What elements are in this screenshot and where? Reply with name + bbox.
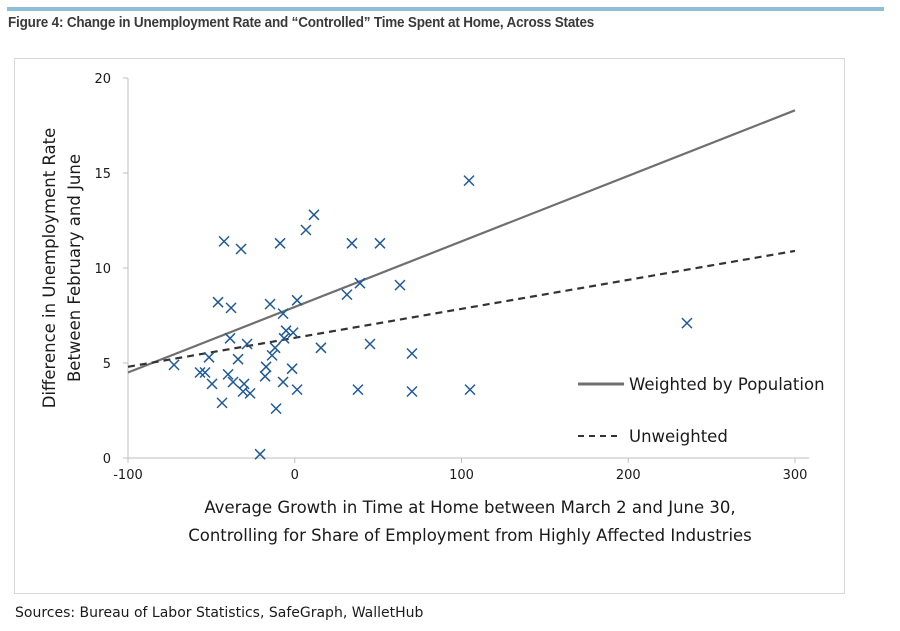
axes: [127, 78, 809, 459]
data-point: [199, 366, 211, 379]
data-point: [300, 224, 312, 236]
weighted-fit-line: [127, 109, 796, 374]
data-point: [315, 342, 327, 354]
accent-bar: [7, 7, 884, 11]
data-point: [260, 361, 272, 373]
data-point: [274, 237, 286, 249]
data-points: [168, 175, 693, 460]
data-point: [341, 289, 353, 301]
data-point: [222, 368, 234, 380]
y-tick-label: 10: [94, 262, 111, 277]
data-point: [364, 338, 376, 350]
y-axis-title-line-2: Between February and June: [65, 154, 84, 382]
x-tick-label: 0: [291, 468, 299, 483]
data-point: [241, 338, 253, 350]
data-point: [237, 385, 249, 398]
data-point: [232, 353, 244, 365]
data-point: [244, 387, 256, 399]
data-point: [216, 397, 228, 409]
sources-note: Sources: Bureau of Labor Statistics, Saf…: [15, 605, 424, 621]
x-tick-label: 200: [616, 468, 641, 483]
data-point: [218, 235, 230, 247]
x-tick-label: 100: [449, 468, 474, 483]
x-axis-title-line-1: Average Growth in Time at Home between M…: [204, 498, 735, 517]
data-point: [266, 349, 278, 361]
data-point: [463, 175, 475, 187]
y-axis-title-line-1: Difference in Unemployment Rate: [40, 128, 59, 409]
data-point: [286, 363, 298, 375]
data-point: [291, 384, 303, 396]
data-point: [254, 448, 266, 460]
x-axis-title-line-2: Controlling for Share of Employment from…: [188, 526, 752, 545]
data-point: [394, 279, 406, 291]
x-tick-label: -100: [113, 468, 143, 483]
data-point: [168, 359, 180, 371]
data-point: [287, 327, 299, 339]
data-point: [374, 237, 386, 249]
data-point: [346, 237, 358, 249]
data-point: [203, 351, 215, 363]
data-point: [224, 332, 236, 344]
data-point: [264, 298, 276, 310]
data-point: [406, 347, 418, 360]
data-point: [464, 384, 476, 396]
data-point: [308, 209, 320, 221]
y-tick-label: 0: [103, 452, 111, 467]
data-point: [291, 294, 303, 306]
legend: Weighted by Population Unweighted: [578, 375, 825, 446]
data-point: [352, 384, 364, 396]
data-point: [212, 296, 224, 308]
unweighted-fit-line: [127, 249, 796, 368]
figure-title: Figure 4: Change in Unemployment Rate an…: [8, 15, 595, 31]
data-point: [270, 403, 282, 415]
x-tick-label: 300: [783, 468, 808, 483]
y-tick-label: 20: [94, 72, 111, 87]
data-point: [235, 243, 247, 255]
data-point: [194, 366, 206, 379]
chart-frame: [14, 58, 845, 594]
legend-label-weighted: Weighted by Population: [629, 375, 825, 394]
data-point: [278, 332, 290, 344]
data-point: [277, 376, 289, 388]
data-point: [227, 376, 239, 388]
data-point: [225, 302, 237, 314]
data-point: [206, 378, 218, 390]
data-point: [354, 277, 366, 289]
data-point: [681, 317, 693, 329]
data-point: [269, 342, 281, 354]
regression-lines: [127, 109, 796, 374]
data-point: [406, 385, 418, 398]
y-tick-label: 5: [103, 357, 111, 372]
data-point: [259, 370, 271, 382]
legend-label-unweighted: Unweighted: [629, 427, 728, 446]
data-point: [277, 308, 289, 320]
y-tick-label: 15: [94, 167, 111, 182]
data-point: [280, 325, 292, 337]
